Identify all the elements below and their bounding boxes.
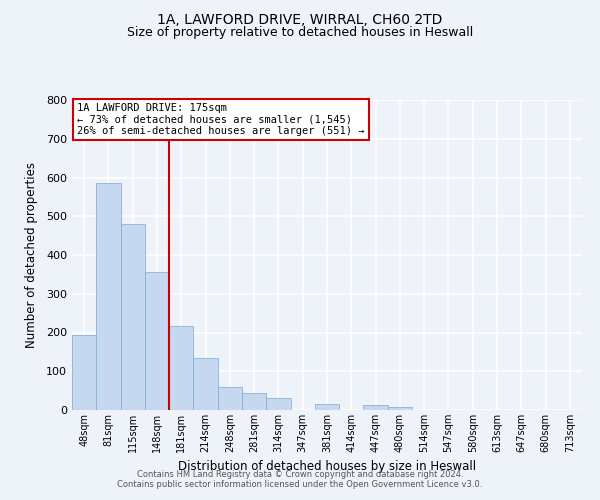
Bar xyxy=(242,393,266,410)
Bar xyxy=(364,406,388,410)
Y-axis label: Number of detached properties: Number of detached properties xyxy=(25,162,38,348)
Text: 1A LAWFORD DRIVE: 175sqm
← 73% of detached houses are smaller (1,545)
26% of sem: 1A LAWFORD DRIVE: 175sqm ← 73% of detach… xyxy=(77,103,365,136)
X-axis label: Distribution of detached houses by size in Heswall: Distribution of detached houses by size … xyxy=(178,460,476,473)
Bar xyxy=(218,387,242,410)
Bar xyxy=(96,184,121,410)
Bar xyxy=(266,398,290,410)
Bar xyxy=(121,224,145,410)
Bar xyxy=(145,272,169,410)
Bar xyxy=(315,404,339,410)
Bar xyxy=(72,335,96,410)
Bar xyxy=(169,326,193,410)
Bar xyxy=(193,358,218,410)
Bar xyxy=(388,407,412,410)
Text: Contains HM Land Registry data © Crown copyright and database right 2024.
Contai: Contains HM Land Registry data © Crown c… xyxy=(118,470,482,489)
Text: Size of property relative to detached houses in Heswall: Size of property relative to detached ho… xyxy=(127,26,473,39)
Text: 1A, LAWFORD DRIVE, WIRRAL, CH60 2TD: 1A, LAWFORD DRIVE, WIRRAL, CH60 2TD xyxy=(157,12,443,26)
